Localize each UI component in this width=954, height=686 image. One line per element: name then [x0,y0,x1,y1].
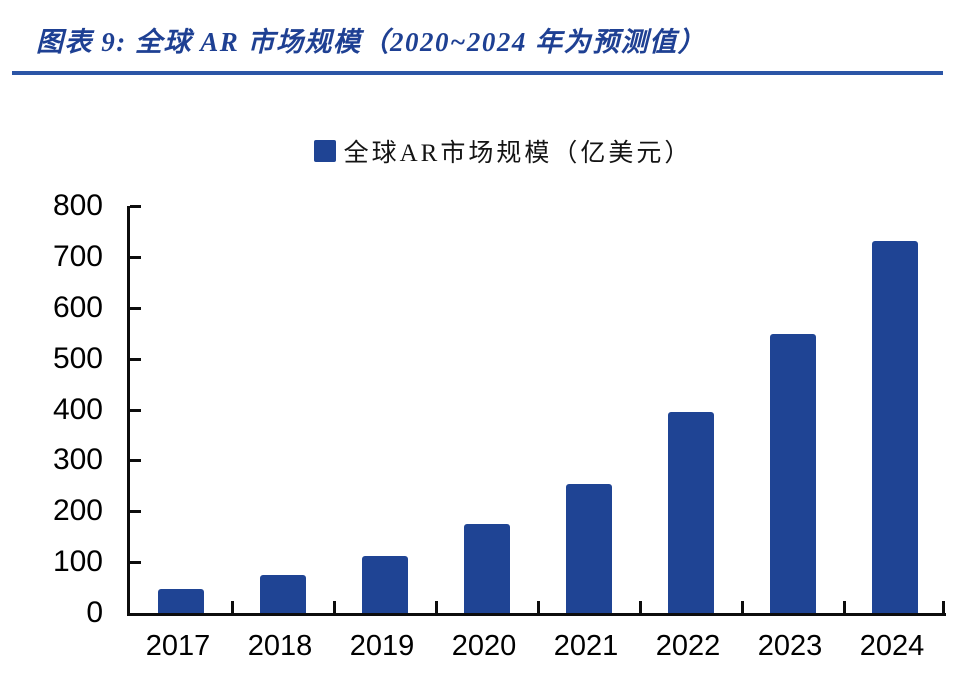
x-axis-tick [843,601,846,613]
y-axis-tick [130,255,141,259]
y-axis-tick [130,459,141,463]
x-axis-tick-label: 2021 [553,630,619,662]
x-axis-tick-label: 2018 [247,630,313,662]
bar-2022 [668,412,714,613]
legend-label: 全球AR市场规模（亿美元） [343,140,693,167]
x-axis-tick-label: 2023 [757,630,823,662]
title-divider [12,71,943,75]
y-axis-tick-label: 100 [52,545,103,579]
y-axis-tick-label: 600 [52,290,103,324]
y-axis-tick-label: 300 [52,443,103,477]
y-axis-tick [130,306,141,310]
bar-2021 [566,483,612,613]
y-axis-tick [130,205,141,208]
bar-2017 [158,588,204,613]
y-axis-tick-label: 200 [52,494,103,528]
y-axis-tick [130,510,141,514]
y-axis-tick [130,561,141,565]
y-axis-tick-label: 400 [52,392,103,426]
y-axis-tick [130,357,141,361]
y-axis-tick-label: 500 [52,341,103,375]
x-axis-tick-label: 2017 [145,630,211,662]
x-axis-tick-label: 2022 [655,630,721,662]
y-axis-tick [130,408,141,412]
x-axis-tick [741,601,744,613]
y-axis-tick-label: 700 [52,239,103,273]
x-axis-tick-label: 2019 [349,630,415,662]
x-axis-tick [435,601,438,613]
figure-title: 图表 9: 全球 AR 市场规模（2020~2024 年为预测值） [36,27,707,57]
bar-2023 [770,334,816,613]
x-axis-tick [942,601,945,613]
x-axis-tick [537,601,540,613]
plot-area [127,205,946,616]
bar-2018 [260,574,306,613]
legend-swatch-icon [313,140,336,162]
x-axis-tick [639,601,642,613]
y-axis-tick-label: 0 [86,596,103,629]
bar-2024 [872,240,918,613]
bar-2019 [362,556,408,613]
x-axis-tick [231,601,234,613]
x-axis-tick-label: 2020 [451,630,517,662]
x-axis-tick-label: 2024 [859,630,925,662]
y-axis-tick-label: 800 [52,189,103,222]
bar-2020 [464,524,510,613]
chart-legend: 全球AR市场规模（亿美元） [26,133,954,169]
x-axis-tick [333,601,336,613]
